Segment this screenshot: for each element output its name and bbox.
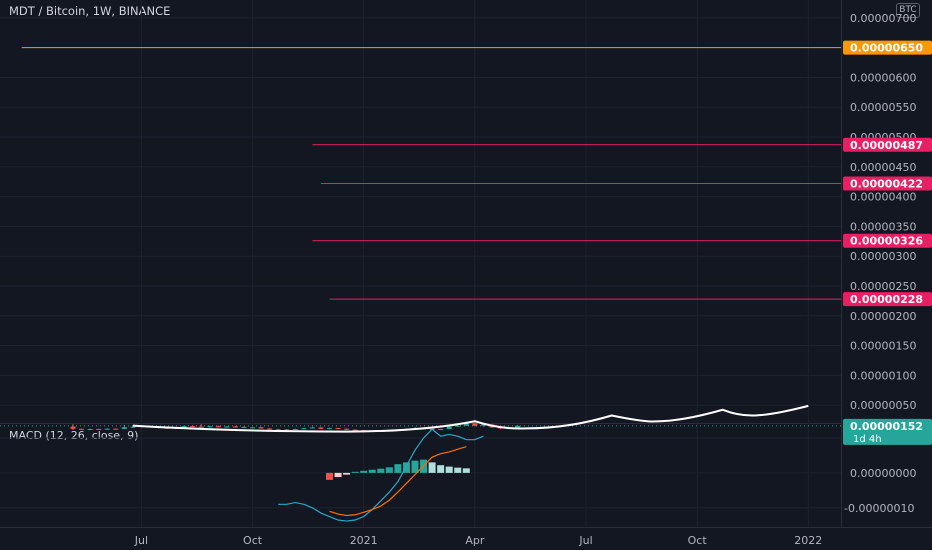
candle-body xyxy=(480,424,486,426)
candle-body xyxy=(87,429,93,431)
current-price-label: 0.00000152 xyxy=(850,420,923,433)
time-tick-label: Jul xyxy=(134,534,148,547)
candle-body xyxy=(232,426,238,428)
price-tick-label: 0.00000100 xyxy=(850,369,916,382)
macd-histogram-bar xyxy=(411,460,419,473)
macd-histogram-bar xyxy=(437,465,445,473)
time-tick-label: 2021 xyxy=(350,534,378,547)
time-tick-label: 2022 xyxy=(794,534,822,547)
price-tick-label: 0.00000200 xyxy=(850,310,916,323)
price-tag-label: 0.00000228 xyxy=(850,293,923,306)
price-tags: 0.00000650 0.00000487 0.00000422 0.00000326… xyxy=(843,40,932,445)
macd-histogram-bar xyxy=(368,469,376,473)
time-tick-label: Oct xyxy=(688,534,708,547)
candle-body xyxy=(309,427,315,429)
candle-body xyxy=(215,426,221,428)
price-tag-bg xyxy=(843,233,932,248)
candle-body xyxy=(130,426,136,428)
candle-body xyxy=(301,428,307,430)
price-tick-label: 0.00000700 xyxy=(850,12,916,25)
price-tick-label: 0.00000150 xyxy=(850,340,916,353)
macd-histogram-bar xyxy=(385,467,393,473)
price-tag-bg xyxy=(843,292,932,307)
macd-histogram-bar xyxy=(428,462,436,473)
price-tick-label: 0.00000400 xyxy=(850,191,916,204)
time-tick-label: Jul xyxy=(578,534,592,547)
candle-body xyxy=(472,423,478,426)
price-tick-label: 0.00000450 xyxy=(850,161,916,174)
candle-body xyxy=(113,428,119,430)
candle-body xyxy=(190,426,196,428)
chart-title: MDT / Bitcoin, 1W, BINANCE xyxy=(9,4,171,18)
candle-body xyxy=(241,426,247,428)
time-tick-label: Oct xyxy=(243,534,263,547)
price-tag-bg xyxy=(843,176,932,191)
candle-body xyxy=(284,429,290,431)
macd-histogram-bar xyxy=(334,472,342,478)
candle-body xyxy=(96,428,102,430)
candle-body xyxy=(438,429,444,431)
macd-histogram-bar xyxy=(351,471,359,473)
price-tag-label: 0.00000422 xyxy=(850,177,923,190)
time-axis[interactable]: Jul Oct 2021 Apr Jul Oct 2022 xyxy=(134,534,823,547)
macd-line xyxy=(278,428,484,522)
candle-body xyxy=(181,426,187,428)
unit-badge[interactable]: BTC xyxy=(896,3,920,18)
macd-indicator-title: MACD (12, 26, close, 9) xyxy=(9,429,139,442)
candle-body xyxy=(327,428,332,430)
macd-tick-label: -0.00000010 xyxy=(844,502,914,515)
candle-body xyxy=(318,427,324,429)
macd-histogram-bar xyxy=(445,466,453,473)
candle-body xyxy=(267,428,273,430)
candle-body xyxy=(463,423,469,426)
price-tick-label: 0.00000050 xyxy=(850,399,916,412)
price-tick-label: 0.00000250 xyxy=(850,280,916,293)
price-tag-label: 0.00000326 xyxy=(850,235,923,248)
macd-pane xyxy=(278,428,484,522)
candle-body xyxy=(446,426,452,430)
countdown-label: 1d 4h xyxy=(853,434,882,445)
candle-body xyxy=(455,425,461,427)
price-tick-label: 0.00000350 xyxy=(850,220,916,233)
price-tag-label: 0.00000650 xyxy=(850,42,923,55)
candle-body xyxy=(104,428,110,430)
candle-body xyxy=(121,427,127,429)
price-tag-label: 0.00000487 xyxy=(850,139,923,152)
signal-line xyxy=(329,446,467,517)
candle-body xyxy=(335,428,341,430)
projection-curve xyxy=(132,404,809,433)
candle-body xyxy=(79,428,85,430)
candle-body xyxy=(207,426,213,428)
macd-histogram-bar xyxy=(343,472,351,475)
candle-body xyxy=(292,428,298,430)
price-tick-label: 0.00000300 xyxy=(850,250,916,263)
projection-path xyxy=(132,404,809,433)
macd-tick-label: 0.00000000 xyxy=(850,467,916,480)
candle-body xyxy=(198,426,204,428)
candle-body xyxy=(258,427,264,429)
price-tag-bg xyxy=(843,40,932,55)
price-tick-label: 0.00000550 xyxy=(850,101,916,114)
macd-histogram-bar xyxy=(360,470,368,473)
horizontal-lines xyxy=(0,47,841,427)
macd-histogram-bar xyxy=(462,468,470,473)
price-tick-label: 0.00000600 xyxy=(850,71,916,84)
macd-histogram-bar xyxy=(377,468,385,473)
macd-histogram-bar xyxy=(326,472,333,480)
candle-body xyxy=(250,427,256,429)
current-price-tag-bg xyxy=(843,418,932,445)
candle-body xyxy=(515,425,521,428)
candle-body xyxy=(352,429,358,431)
macd-histogram-bar xyxy=(394,464,402,473)
candle-body xyxy=(70,426,76,429)
macd-histogram-bar xyxy=(402,462,410,473)
candle-body xyxy=(344,428,350,430)
grid xyxy=(0,0,932,528)
time-tick-label: Apr xyxy=(465,534,485,547)
candle-body xyxy=(275,429,281,431)
macd-histogram-bar xyxy=(454,467,462,473)
price-tag-bg xyxy=(843,137,932,152)
candle-body xyxy=(224,426,230,428)
